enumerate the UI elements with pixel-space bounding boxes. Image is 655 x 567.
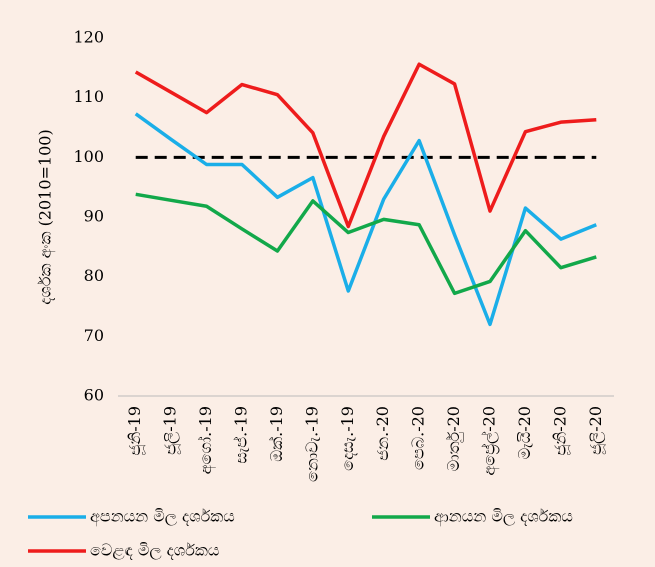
- legend-label: ආනයන මිල දර්ශකය: [434, 507, 573, 527]
- x-tick-label: මාර්තු-20: [444, 406, 464, 471]
- y-tick-label: 90: [84, 207, 104, 226]
- y-tick-label: 110: [73, 87, 104, 106]
- x-tick-label: ජූනි-20: [550, 406, 570, 456]
- x-tick-label: ඔක්.-19: [267, 406, 286, 462]
- legend-label: වෙළඳ මිල දර්ශකය: [90, 541, 219, 561]
- series-line: [134, 62, 597, 229]
- series-line: [134, 112, 597, 327]
- y-axis-label: දර්ශක අංක (2010=100): [36, 129, 56, 304]
- x-tick-label: ජූනි-19: [125, 406, 145, 456]
- y-tick-label: 120: [73, 28, 104, 47]
- y-tick-label: 70: [84, 326, 104, 345]
- y-tick-label: 80: [84, 266, 104, 285]
- series-line: [135, 192, 597, 296]
- x-tick-label: අප්‍රේල්-20: [480, 406, 500, 476]
- legend-label: අපනයන මිල දර්ශකය: [90, 507, 235, 527]
- y-tick-label: 60: [84, 386, 104, 405]
- x-tick-label: ජූලි-19: [161, 406, 181, 455]
- x-tick-label: අගෝ.-19: [196, 406, 216, 474]
- x-tick-label: පෙබ.-20: [409, 406, 428, 470]
- x-tick-label: සැප්.-19: [232, 406, 251, 464]
- x-tick-label: ජන.-20: [373, 406, 392, 461]
- x-tick-label: ජූලි-20: [586, 406, 606, 455]
- y-tick-label: 100: [73, 147, 104, 166]
- x-tick-label: දෙසැ.-19: [338, 406, 357, 471]
- x-tick-label: මැයි-20: [515, 406, 534, 459]
- x-tick-label: නොවැ.-19: [302, 406, 321, 482]
